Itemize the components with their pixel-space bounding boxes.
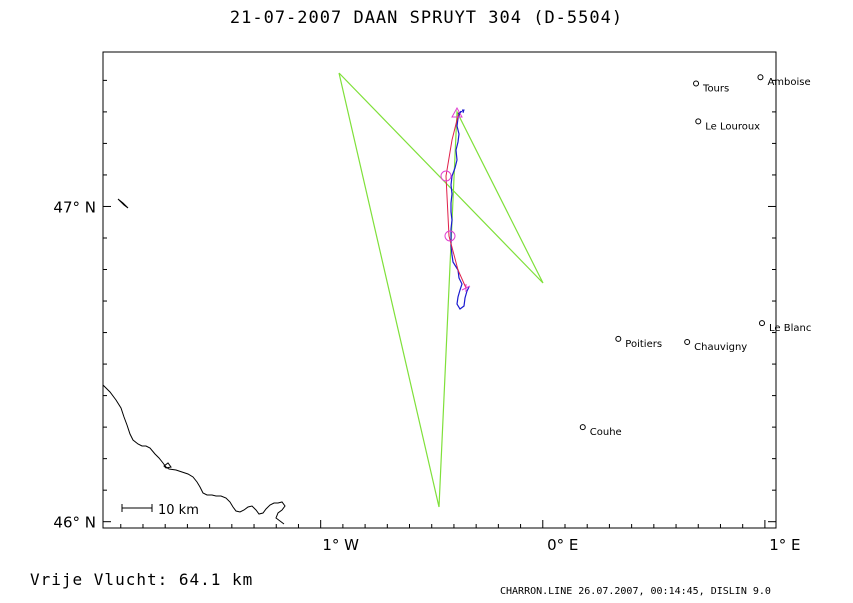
city-marker (615, 335, 622, 342)
start-arrow (457, 109, 465, 115)
longitude-labels: 1° W 0° E 1° E (322, 536, 800, 554)
turnpoint-circle (444, 230, 456, 242)
lon-label: 1° W (322, 536, 359, 554)
city-label: Le Louroux (705, 121, 760, 132)
axis-ticks (103, 79, 776, 528)
city-label: Tours (702, 84, 729, 95)
turnpoint-circle (440, 170, 452, 182)
gps-track (450, 110, 470, 310)
finish-marker (461, 284, 471, 292)
city-marker (579, 424, 586, 431)
city-marker (757, 74, 764, 81)
city-label: Le Blanc (769, 323, 811, 334)
optimized-route (445, 111, 467, 289)
city-marker (759, 320, 765, 327)
scale-bar: 10 km (121, 503, 199, 518)
city-marker (693, 80, 700, 87)
lon-label: 1° E (769, 536, 800, 554)
scale-bar-label: 10 km (158, 503, 199, 518)
latitude-labels: 47° N 46° N (53, 198, 96, 531)
coastline-islet (117, 198, 172, 469)
map-frame (102, 51, 777, 529)
task-polygon (338, 72, 544, 508)
city-label: Couhe (590, 427, 622, 438)
city-markers: Amboise Tours Le Louroux Poitiers Chauvigny L… (579, 74, 811, 438)
source-info: CHARRON.LINE 26.07.2007, 00:14:45, DISLI… (500, 586, 771, 597)
city-marker (684, 339, 691, 346)
city-marker (695, 118, 702, 125)
city-label: Amboise (767, 77, 810, 88)
lat-label: 46° N (53, 514, 96, 532)
map-title: 21-07-2007 DAAN SPRUYT 304 (D-5504) (229, 8, 624, 28)
city-label: Poitiers (625, 339, 662, 350)
free-flight-distance: Vrije Vlucht: 64.1 km (30, 570, 254, 589)
lon-label: 0° E (547, 536, 578, 554)
lat-label: 47° N (53, 198, 96, 216)
city-label: Chauvigny (694, 342, 747, 353)
coastline (102, 384, 286, 525)
